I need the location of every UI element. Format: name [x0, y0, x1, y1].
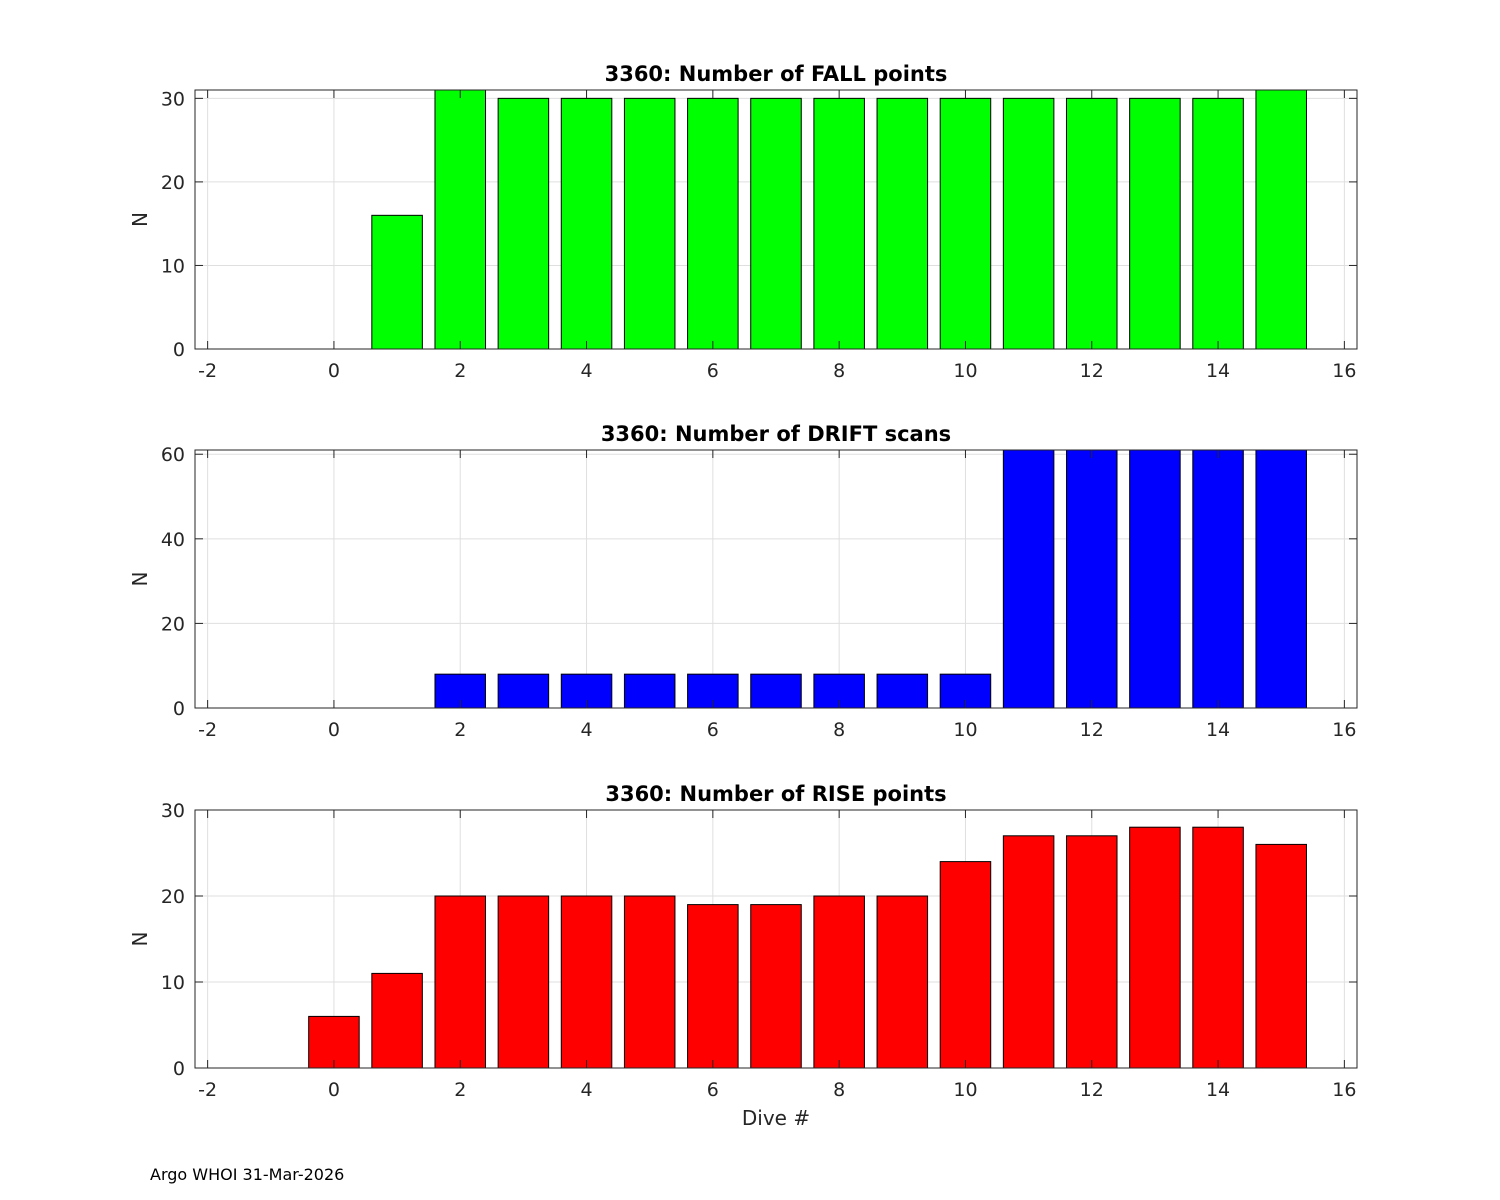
bar — [813, 895, 865, 1069]
bar — [750, 673, 802, 709]
x-tick-label: 10 — [953, 360, 977, 382]
chart-panel-1: -2 0 2 4 6 8 10 12 14 16 0 10 20 30 3360: Number of FA… — [128, 62, 1358, 382]
x-tick-label: 4 — [580, 1079, 592, 1101]
y-axis-label: N — [128, 212, 152, 227]
y-tick-label: 10 — [161, 255, 185, 277]
x-tick-label: 0 — [328, 1079, 340, 1101]
x-tick-label: 10 — [953, 1079, 977, 1101]
x-tick-label: 4 — [580, 360, 592, 382]
y-axis-label: N — [128, 572, 152, 587]
bar — [497, 895, 550, 1069]
y-tick-label: 0 — [173, 1058, 185, 1080]
bar — [497, 97, 550, 350]
y-tick-label: 0 — [173, 698, 185, 720]
bar — [623, 673, 676, 709]
chart-panel-3: -2 0 2 4 6 8 10 12 14 16 0 10 20 30 3360: Number of RI… — [128, 782, 1358, 1130]
bar — [371, 214, 423, 350]
bar — [876, 97, 929, 350]
bar — [1192, 449, 1244, 709]
y-tick-label: 10 — [161, 972, 185, 994]
bar — [939, 861, 992, 1069]
bar — [750, 904, 802, 1069]
x-tick-label: 8 — [833, 1079, 845, 1101]
bar — [1192, 826, 1244, 1069]
bar — [371, 972, 423, 1069]
bar — [1255, 449, 1307, 709]
x-tick-label: 16 — [1332, 1079, 1356, 1101]
x-tick-label: 14 — [1206, 719, 1230, 741]
x-tick-label: 14 — [1206, 1079, 1230, 1101]
chart-title: 3360: Number of DRIFT scans — [601, 422, 951, 446]
bar — [1002, 449, 1055, 709]
bar — [1192, 97, 1244, 350]
x-tick-label: 4 — [580, 719, 592, 741]
bar — [560, 97, 613, 350]
axes-box — [194, 89, 1358, 350]
x-tick-label: 12 — [1080, 1079, 1104, 1101]
axes-box — [194, 809, 1358, 1069]
bar — [623, 895, 676, 1069]
y-tick-label: 30 — [161, 88, 185, 110]
x-tick-label: 2 — [454, 360, 466, 382]
bar — [434, 89, 487, 350]
bar — [434, 895, 487, 1069]
x-tick-label: -2 — [198, 719, 217, 741]
bar — [750, 97, 802, 350]
footer-credit: Argo WHOI 31-Mar-2026 — [150, 1165, 345, 1184]
bar — [1066, 449, 1118, 709]
x-tick-label: 8 — [833, 360, 845, 382]
x-tick-label: 0 — [328, 360, 340, 382]
bar — [497, 673, 550, 709]
x-tick-label: 16 — [1332, 360, 1356, 382]
bar — [1002, 97, 1055, 350]
x-tick-label: 12 — [1080, 719, 1104, 741]
x-tick-label: 12 — [1080, 360, 1104, 382]
bar — [1002, 835, 1055, 1069]
bar — [560, 895, 613, 1069]
chart-title: 3360: Number of RISE points — [605, 782, 946, 806]
x-tick-label: -2 — [198, 1079, 217, 1101]
bar — [939, 97, 992, 350]
x-tick-label: 6 — [707, 360, 719, 382]
y-tick-label: 20 — [161, 886, 185, 908]
x-tick-label: 6 — [707, 719, 719, 741]
x-tick-label: -2 — [198, 360, 217, 382]
bar — [623, 97, 676, 350]
y-tick-label: 20 — [161, 613, 185, 635]
bar — [1066, 97, 1118, 350]
x-tick-label: 10 — [953, 719, 977, 741]
chart-panel-2: -2 0 2 4 6 8 10 12 14 16 0 20 40 60 3360: Number of DR… — [128, 422, 1358, 741]
y-axis-label: N — [128, 932, 152, 947]
bar — [1129, 826, 1181, 1069]
plot-area — [195, 450, 1357, 708]
x-tick-label: 0 — [328, 719, 340, 741]
x-tick-label: 2 — [454, 1079, 466, 1101]
bar — [813, 97, 865, 350]
bar — [1255, 843, 1307, 1069]
y-tick-label: 30 — [161, 800, 185, 822]
bar — [687, 97, 739, 350]
y-tick-label: 60 — [161, 444, 185, 466]
x-axis-label: Dive # — [742, 1106, 810, 1130]
y-tick-label: 40 — [161, 529, 185, 551]
bar — [876, 895, 929, 1069]
bar — [1129, 449, 1181, 709]
bar — [876, 673, 929, 709]
axes-box — [194, 449, 1358, 709]
y-tick-label: 20 — [161, 172, 185, 194]
bar — [1129, 97, 1181, 350]
y-tick-label: 0 — [173, 339, 185, 361]
x-tick-label: 8 — [833, 719, 845, 741]
bar — [1255, 89, 1307, 350]
bar — [687, 904, 739, 1069]
bar — [1066, 835, 1118, 1069]
x-tick-label: 6 — [707, 1079, 719, 1101]
chart-title: 3360: Number of FALL points — [605, 62, 948, 86]
bar — [308, 1015, 360, 1069]
x-tick-label: 16 — [1332, 719, 1356, 741]
x-tick-label: 14 — [1206, 360, 1230, 382]
x-tick-label: 2 — [454, 719, 466, 741]
